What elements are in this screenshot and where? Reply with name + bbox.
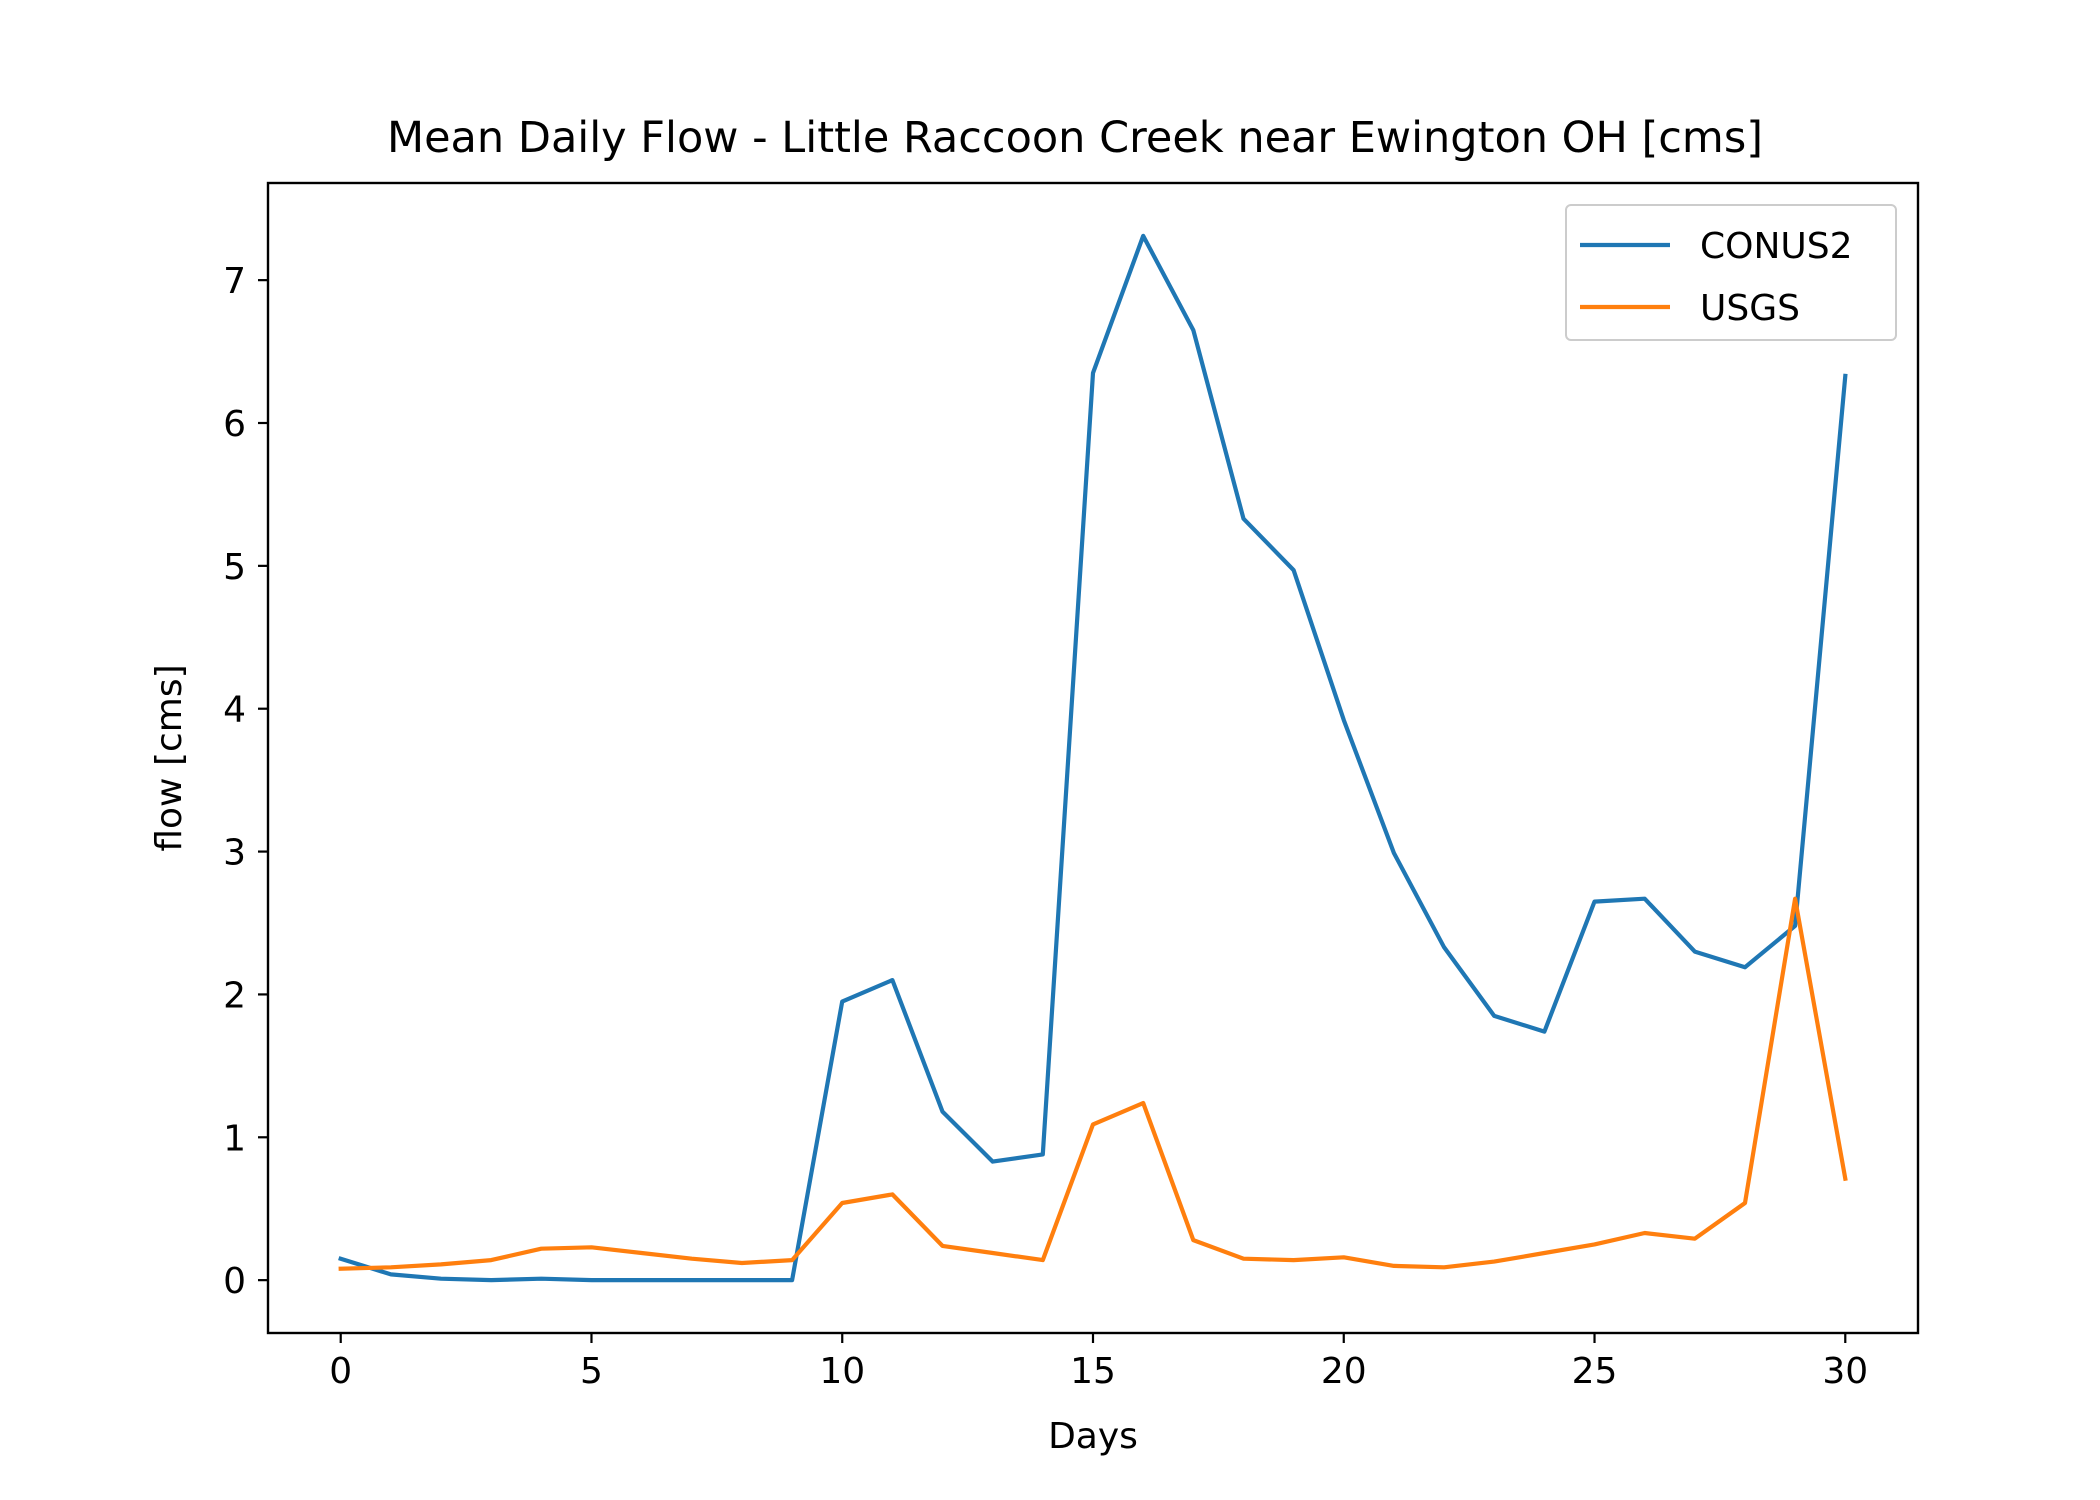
x-axis-label: Days (1048, 1416, 1138, 1457)
y-axis-label: flow [cms] (149, 664, 190, 851)
y-tick-label: 0 (223, 1261, 246, 1302)
y-tick-label: 3 (223, 833, 246, 874)
y-tick-label: 1 (223, 1118, 246, 1159)
x-tick-label: 15 (1070, 1351, 1116, 1392)
x-tick-label: 30 (1822, 1351, 1868, 1392)
y-tick-label: 6 (223, 404, 246, 445)
x-tick-label: 0 (329, 1351, 352, 1392)
x-tick-label: 10 (819, 1351, 865, 1392)
plot-area-frame (266, 181, 1920, 1335)
y-tick-label: 5 (223, 547, 246, 588)
series-line-usgs (338, 896, 1848, 1271)
series-line-conus2 (338, 233, 1848, 1283)
y-tick-label: 7 (223, 261, 246, 302)
x-tick-label: 25 (1572, 1351, 1618, 1392)
y-tick-label: 2 (223, 975, 246, 1016)
y-tick-label: 4 (223, 690, 246, 731)
chart-title: Mean Daily Flow - Little Raccoon Creek n… (387, 113, 1763, 163)
legend-label-usgs: USGS (1700, 288, 1800, 329)
x-tick-label: 20 (1321, 1351, 1367, 1392)
x-tick-label: 5 (580, 1351, 603, 1392)
legend-label-conus2: CONUS2 (1700, 226, 1853, 267)
